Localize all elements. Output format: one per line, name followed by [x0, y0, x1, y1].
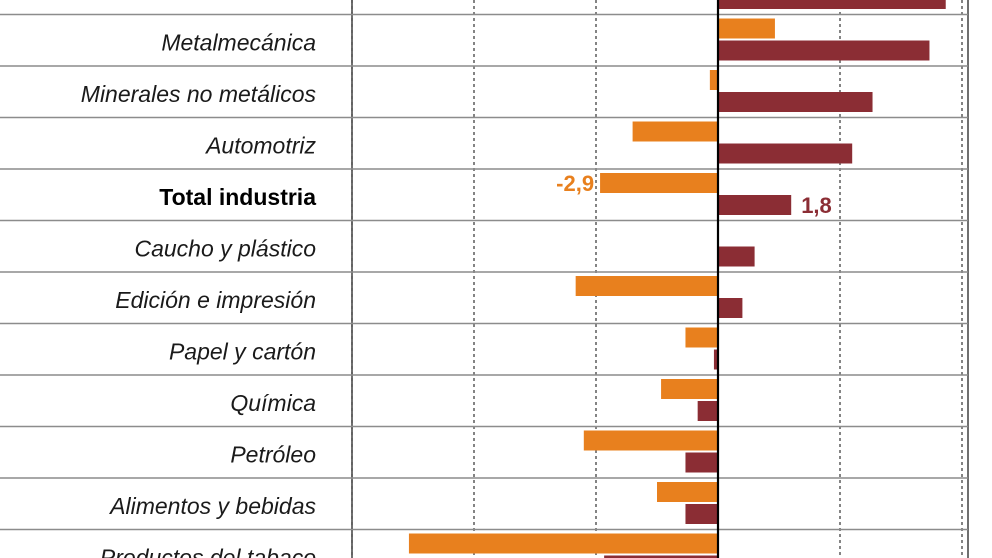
- category-label: Minerales no metálicos: [81, 81, 317, 107]
- bar-series-1: [408, 533, 718, 554]
- bar-series-2: [718, 246, 755, 267]
- bar-series-2: [718, 298, 743, 318]
- data-label: -2,9: [556, 171, 594, 196]
- category-label: Petróleo: [230, 442, 316, 468]
- bar-series-1: [657, 482, 718, 502]
- bar-series-2: [718, 40, 930, 61]
- bar-series-2: [685, 504, 718, 524]
- bar-series-2: [713, 349, 718, 370]
- bar-series-2: [718, 0, 946, 9]
- category-label: Alimentos y bebidas: [108, 493, 316, 519]
- bar-series-1: [575, 276, 718, 296]
- category-label: Química: [230, 390, 316, 416]
- bar-series-1: [600, 173, 718, 193]
- data-label: 1,8: [801, 193, 832, 218]
- bar-series-2: [718, 92, 873, 112]
- bar-series-2: [685, 452, 718, 473]
- category-label: Metalmecánica: [161, 30, 316, 56]
- category-label: Papel y cartón: [169, 339, 316, 365]
- category-label: Edición e impresión: [115, 287, 316, 313]
- bar-series-2: [718, 143, 853, 164]
- bar-series-1: [685, 327, 718, 348]
- bar-series-1: [709, 70, 718, 90]
- bar-series-1: [661, 379, 718, 399]
- bar-series-2: [718, 195, 792, 215]
- category-label: Caucho y plástico: [134, 236, 316, 262]
- category-label: Automotriz: [204, 133, 316, 159]
- category-label: Productos del tabaco: [100, 545, 316, 558]
- bar-series-2: [604, 555, 718, 558]
- bar-series-1: [632, 121, 718, 142]
- bar-series-2: [697, 401, 718, 421]
- category-label: Total industria: [159, 184, 316, 210]
- bar-series-1: [583, 430, 718, 451]
- bar-series-1: [718, 18, 775, 39]
